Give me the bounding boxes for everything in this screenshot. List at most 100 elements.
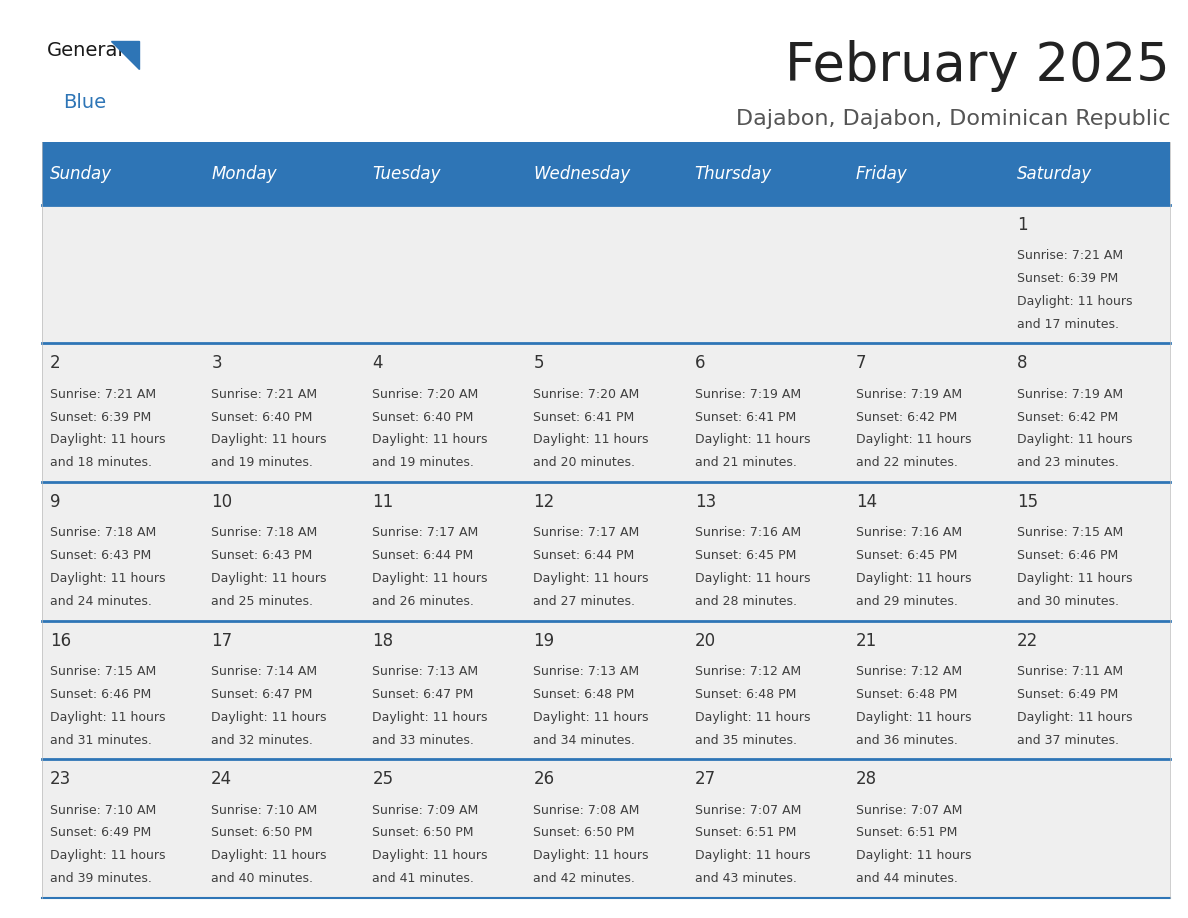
Text: Sunset: 6:47 PM: Sunset: 6:47 PM [372, 688, 474, 700]
Text: and 36 minutes.: and 36 minutes. [855, 733, 958, 746]
Text: and 24 minutes.: and 24 minutes. [50, 595, 152, 608]
Text: 27: 27 [695, 770, 715, 789]
Text: Daylight: 11 hours: Daylight: 11 hours [372, 572, 488, 585]
Text: Sunrise: 7:07 AM: Sunrise: 7:07 AM [855, 803, 962, 816]
Text: Sunset: 6:42 PM: Sunset: 6:42 PM [855, 410, 958, 423]
Text: Sunrise: 7:21 AM: Sunrise: 7:21 AM [50, 387, 156, 400]
Bar [42, 759, 1170, 898]
Text: Sunset: 6:51 PM: Sunset: 6:51 PM [855, 826, 958, 839]
Text: Sunset: 6:50 PM: Sunset: 6:50 PM [211, 826, 312, 839]
Text: Sunset: 6:44 PM: Sunset: 6:44 PM [533, 549, 634, 562]
Text: 8: 8 [1017, 354, 1028, 373]
Bar [42, 343, 1170, 482]
Text: Sunrise: 7:08 AM: Sunrise: 7:08 AM [533, 803, 640, 816]
Text: Sunrise: 7:20 AM: Sunrise: 7:20 AM [533, 387, 639, 400]
Text: 2: 2 [50, 354, 61, 373]
Text: Sunrise: 7:15 AM: Sunrise: 7:15 AM [1017, 526, 1123, 539]
Text: Sunset: 6:39 PM: Sunset: 6:39 PM [50, 410, 151, 423]
Bar [42, 205, 1170, 343]
Text: and 40 minutes.: and 40 minutes. [211, 872, 314, 885]
Text: 5: 5 [533, 354, 544, 373]
Text: Sunrise: 7:19 AM: Sunrise: 7:19 AM [1017, 387, 1123, 400]
Text: and 21 minutes.: and 21 minutes. [695, 456, 796, 469]
Text: Sunrise: 7:10 AM: Sunrise: 7:10 AM [211, 803, 317, 816]
Text: Daylight: 11 hours: Daylight: 11 hours [855, 849, 972, 862]
Text: Daylight: 11 hours: Daylight: 11 hours [372, 433, 488, 446]
Text: and 39 minutes.: and 39 minutes. [50, 872, 152, 885]
Text: Sunrise: 7:12 AM: Sunrise: 7:12 AM [855, 665, 962, 677]
Text: 20: 20 [695, 632, 715, 650]
Text: and 37 minutes.: and 37 minutes. [1017, 733, 1119, 746]
Text: Sunrise: 7:16 AM: Sunrise: 7:16 AM [695, 526, 801, 539]
Text: Dajabon, Dajabon, Dominican Republic: Dajabon, Dajabon, Dominican Republic [735, 109, 1170, 129]
Text: and 27 minutes.: and 27 minutes. [533, 595, 636, 608]
Text: and 28 minutes.: and 28 minutes. [695, 595, 797, 608]
Text: 9: 9 [50, 493, 61, 511]
Text: and 43 minutes.: and 43 minutes. [695, 872, 796, 885]
Text: Daylight: 11 hours: Daylight: 11 hours [533, 433, 649, 446]
Text: and 41 minutes.: and 41 minutes. [372, 872, 474, 885]
Text: 18: 18 [372, 632, 393, 650]
Text: Sunrise: 7:13 AM: Sunrise: 7:13 AM [372, 665, 479, 677]
Text: 21: 21 [855, 632, 877, 650]
Text: Sunset: 6:50 PM: Sunset: 6:50 PM [372, 826, 474, 839]
Text: 19: 19 [533, 632, 555, 650]
Text: Sunrise: 7:12 AM: Sunrise: 7:12 AM [695, 665, 801, 677]
Text: Sunrise: 7:17 AM: Sunrise: 7:17 AM [372, 526, 479, 539]
Text: and 17 minutes.: and 17 minutes. [1017, 318, 1119, 330]
Bar [42, 482, 1170, 621]
Text: and 20 minutes.: and 20 minutes. [533, 456, 636, 469]
Text: Sunset: 6:45 PM: Sunset: 6:45 PM [855, 549, 958, 562]
Text: Tuesday: Tuesday [372, 164, 441, 183]
Text: Sunset: 6:48 PM: Sunset: 6:48 PM [695, 688, 796, 700]
Text: Sunrise: 7:09 AM: Sunrise: 7:09 AM [372, 803, 479, 816]
Text: 16: 16 [50, 632, 71, 650]
Bar [42, 142, 203, 205]
Text: 14: 14 [855, 493, 877, 511]
Text: Sunset: 6:42 PM: Sunset: 6:42 PM [1017, 410, 1118, 423]
Text: 28: 28 [855, 770, 877, 789]
Text: Sunset: 6:51 PM: Sunset: 6:51 PM [695, 826, 796, 839]
Bar [687, 142, 848, 205]
Text: and 22 minutes.: and 22 minutes. [855, 456, 958, 469]
Text: Thursday: Thursday [695, 164, 772, 183]
Text: Daylight: 11 hours: Daylight: 11 hours [1017, 295, 1132, 308]
Text: Daylight: 11 hours: Daylight: 11 hours [1017, 711, 1132, 723]
Text: 17: 17 [211, 632, 233, 650]
Text: Daylight: 11 hours: Daylight: 11 hours [50, 433, 165, 446]
Text: Sunset: 6:49 PM: Sunset: 6:49 PM [1017, 688, 1118, 700]
Text: 23: 23 [50, 770, 71, 789]
Text: Daylight: 11 hours: Daylight: 11 hours [855, 433, 972, 446]
Text: and 33 minutes.: and 33 minutes. [372, 733, 474, 746]
Text: Sunset: 6:43 PM: Sunset: 6:43 PM [50, 549, 151, 562]
Text: 3: 3 [211, 354, 222, 373]
Text: Sunrise: 7:15 AM: Sunrise: 7:15 AM [50, 665, 157, 677]
Text: Sunset: 6:49 PM: Sunset: 6:49 PM [50, 826, 151, 839]
Text: Sunrise: 7:21 AM: Sunrise: 7:21 AM [1017, 249, 1123, 262]
Text: Daylight: 11 hours: Daylight: 11 hours [211, 711, 327, 723]
Text: and 44 minutes.: and 44 minutes. [855, 872, 958, 885]
Text: and 26 minutes.: and 26 minutes. [372, 595, 474, 608]
Bar [365, 142, 525, 205]
Text: Daylight: 11 hours: Daylight: 11 hours [1017, 433, 1132, 446]
Text: Daylight: 11 hours: Daylight: 11 hours [372, 849, 488, 862]
Polygon shape [110, 40, 139, 69]
Text: Sunrise: 7:20 AM: Sunrise: 7:20 AM [372, 387, 479, 400]
Bar [1009, 142, 1170, 205]
Text: Daylight: 11 hours: Daylight: 11 hours [695, 711, 810, 723]
Text: Daylight: 11 hours: Daylight: 11 hours [211, 849, 327, 862]
Text: Daylight: 11 hours: Daylight: 11 hours [533, 849, 649, 862]
Text: Sunrise: 7:10 AM: Sunrise: 7:10 AM [50, 803, 157, 816]
Text: 25: 25 [372, 770, 393, 789]
Text: and 23 minutes.: and 23 minutes. [1017, 456, 1119, 469]
Text: Sunrise: 7:21 AM: Sunrise: 7:21 AM [211, 387, 317, 400]
Text: Daylight: 11 hours: Daylight: 11 hours [855, 711, 972, 723]
Text: and 19 minutes.: and 19 minutes. [211, 456, 314, 469]
Text: and 34 minutes.: and 34 minutes. [533, 733, 636, 746]
Text: 11: 11 [372, 493, 393, 511]
Text: Daylight: 11 hours: Daylight: 11 hours [211, 572, 327, 585]
Text: Sunrise: 7:11 AM: Sunrise: 7:11 AM [1017, 665, 1123, 677]
Text: 12: 12 [533, 493, 555, 511]
Text: Daylight: 11 hours: Daylight: 11 hours [211, 433, 327, 446]
Text: 7: 7 [855, 354, 866, 373]
